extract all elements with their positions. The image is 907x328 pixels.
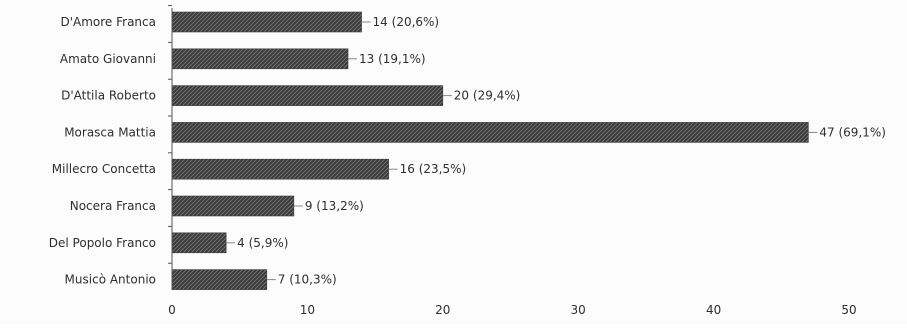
category-label: Millecro Concetta <box>52 162 156 176</box>
axis-layer: D'Amore Franca Amato Giovanni D'Attila Rob… <box>49 5 857 317</box>
bar <box>171 122 809 143</box>
data-label: 16 (23,5%) <box>400 162 467 176</box>
data-label: 4 (5,9%) <box>237 236 288 250</box>
data-label: 9 (13,2%) <box>305 199 364 213</box>
category-label: Nocera Franca <box>70 199 156 213</box>
x-tick-label: 10 <box>300 303 315 317</box>
bar <box>171 85 444 106</box>
bar <box>171 48 349 70</box>
category-label: D'Attila Roberto <box>61 89 156 103</box>
x-tick-label: 40 <box>706 303 721 317</box>
data-label: 7 (10,3%) <box>278 273 337 287</box>
data-label: 14 (20,6%) <box>373 15 440 29</box>
bar <box>171 158 389 180</box>
bars-layer: 14 (20,6%) 13 (19,1%) 20 (29,4%) 47 (69,1%)… <box>171 11 886 290</box>
bar <box>171 269 268 290</box>
bar <box>171 232 227 254</box>
category-label: Musicò Antonio <box>65 273 156 287</box>
category-label: D'Amore Franca <box>60 15 156 29</box>
category-label: Morasca Mattia <box>64 125 156 139</box>
data-label: 20 (29,4%) <box>454 89 521 103</box>
bar <box>171 11 362 33</box>
category-label: Del Popolo Franco <box>49 236 156 250</box>
data-label: 13 (19,1%) <box>359 52 426 66</box>
x-tick-label: 30 <box>571 303 586 317</box>
x-tick-label: 50 <box>841 303 856 317</box>
category-label: Amato Giovanni <box>60 52 156 66</box>
bar <box>171 195 295 217</box>
x-tick-label: 0 <box>168 303 176 317</box>
data-label: 47 (69,1%) <box>819 125 886 139</box>
x-tick-label: 20 <box>435 303 450 317</box>
